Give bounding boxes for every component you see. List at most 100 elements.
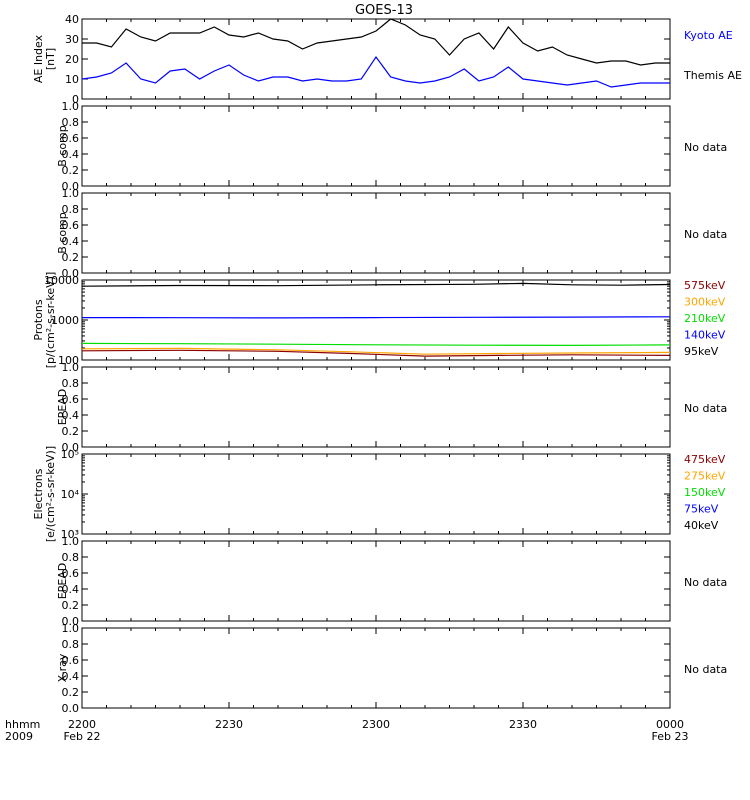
panel-frame bbox=[81, 540, 671, 622]
y-tick-label: 100 bbox=[58, 354, 79, 367]
panels: 0 10 20 30 40 AE Index [nT] Kyoto AE Themis AE 0.… bbox=[32, 13, 742, 715]
time-axis-row1-label: hhmm bbox=[5, 718, 40, 731]
y-axis-label: Electrons bbox=[32, 468, 45, 519]
y-tick-label: 0.6 bbox=[62, 219, 80, 232]
y-tick-label: 1000 bbox=[51, 314, 79, 327]
y-tick-label: 0.4 bbox=[62, 148, 80, 161]
y-axis-label: X-ray bbox=[56, 653, 69, 682]
legend-entry: 300keV bbox=[684, 296, 726, 309]
no-data-label: No data bbox=[684, 402, 727, 415]
no-data-label: No data bbox=[684, 663, 727, 676]
y-tick-label: 0.0 bbox=[62, 702, 80, 715]
y-tick-label: 0.8 bbox=[62, 377, 80, 390]
panel-ae: 0 10 20 30 40 AE Index [nT] Kyoto AE Themis AE bbox=[32, 13, 742, 106]
legend-entry: 40keV bbox=[684, 519, 719, 532]
panel-epead1: 0.0 0.2 0.4 0.6 0.8 1.0 EPEAD No data bbox=[56, 361, 727, 454]
panel-frame bbox=[81, 192, 671, 274]
time-tick-label: 0000 bbox=[656, 718, 684, 731]
time-tick-label: 2330 bbox=[509, 718, 537, 731]
y-tick-label: 0.6 bbox=[62, 132, 80, 145]
series-line bbox=[81, 347, 671, 355]
y-tick-label: 40 bbox=[65, 13, 79, 26]
y-tick-label: 0.2 bbox=[62, 425, 80, 438]
time-tick-label: 2230 bbox=[215, 718, 243, 731]
y-tick-label: 1.0 bbox=[62, 361, 80, 374]
panel-epead2: 0.0 0.2 0.4 0.6 0.8 1.0 EPEAD No data bbox=[56, 535, 727, 628]
time-tick-label: 2300 bbox=[362, 718, 390, 731]
legend-entry: 275keV bbox=[684, 470, 726, 483]
y-tick-label: 0.6 bbox=[62, 393, 80, 406]
panel-frame bbox=[81, 453, 671, 535]
y-tick-label: 0.8 bbox=[62, 638, 80, 651]
y-tick-label: 0.2 bbox=[62, 599, 80, 612]
date-tick-label: Feb 23 bbox=[652, 730, 689, 743]
y-axis-label: [p/(cm²-s-sr-keV)] bbox=[44, 272, 57, 369]
panel-frame bbox=[81, 627, 671, 709]
y-tick-label: 10000 bbox=[44, 274, 79, 287]
y-tick-label: 0.0 bbox=[62, 180, 80, 193]
panel-protons: 100 1000 10000 Protons [p/(cm²-s-sr-keV)] 575… bbox=[32, 272, 726, 369]
panel-frame bbox=[81, 366, 671, 448]
legend-entry: 150keV bbox=[684, 486, 726, 499]
legend-entry: 210keV bbox=[684, 312, 726, 325]
y-tick-label: 0.8 bbox=[62, 551, 80, 564]
y-tick-label: 0 bbox=[72, 93, 79, 106]
y-tick-label: 1.0 bbox=[62, 622, 80, 635]
y-axis-label: EPEAD bbox=[56, 389, 69, 426]
y-tick-label: 0.0 bbox=[62, 267, 80, 280]
panel-b2: 0.0 0.2 0.4 0.6 0.8 1.0 B comp No data bbox=[56, 187, 727, 280]
legend-entry: Kyoto AE bbox=[684, 29, 733, 42]
y-tick-label: 0.4 bbox=[62, 409, 80, 422]
y-tick-label: 0.2 bbox=[62, 164, 80, 177]
y-tick-label: 0.4 bbox=[62, 670, 80, 683]
series-line bbox=[81, 316, 671, 319]
y-axis-label: B comp bbox=[56, 212, 69, 254]
series-line bbox=[81, 342, 671, 346]
no-data-label: No data bbox=[684, 228, 727, 241]
legend-entry: 475keV bbox=[684, 453, 726, 466]
y-tick-label: 0.8 bbox=[62, 203, 80, 216]
y-tick-label: 0.8 bbox=[62, 116, 80, 129]
series-line bbox=[82, 18, 670, 66]
series-line bbox=[81, 55, 670, 88]
y-axis-label: [e/(cm²-s-sr-keV)] bbox=[44, 446, 57, 542]
y-tick-label: 0.4 bbox=[62, 235, 80, 248]
y-tick-label: 10 bbox=[65, 73, 79, 86]
plot-title: GOES-13 bbox=[355, 3, 413, 18]
y-tick-label: 30 bbox=[65, 33, 79, 46]
y-tick-label: 10⁵ bbox=[61, 448, 79, 461]
panel-xray: 0.0 0.2 0.4 0.6 0.8 1.0 X-ray No data bbox=[56, 622, 727, 715]
time-axis-row2-label: 2009 bbox=[5, 730, 33, 743]
y-axis-label: EPEAD bbox=[56, 563, 69, 600]
y-tick-label: 10³ bbox=[61, 528, 79, 541]
legend-entry: 95keV bbox=[684, 345, 719, 358]
y-tick-label: 0.2 bbox=[62, 686, 80, 699]
y-tick-label: 0.6 bbox=[62, 567, 80, 580]
legend-entry: 140keV bbox=[684, 329, 726, 342]
series-line bbox=[81, 282, 671, 287]
y-tick-label: 0.2 bbox=[62, 251, 80, 264]
y-tick-label: 20 bbox=[65, 53, 79, 66]
y-tick-label: 0.0 bbox=[62, 441, 80, 454]
y-tick-label: 0.4 bbox=[62, 583, 80, 596]
no-data-label: No data bbox=[684, 576, 727, 589]
panel-frame bbox=[81, 105, 671, 187]
y-axis-label: Protons bbox=[32, 299, 45, 340]
y-axis-label: AE Index bbox=[32, 34, 45, 83]
date-tick-label: Feb 22 bbox=[64, 730, 101, 743]
y-tick-label: 1.0 bbox=[62, 535, 80, 548]
legend-entry: 75keV bbox=[684, 503, 719, 516]
y-tick-label: 1.0 bbox=[62, 100, 80, 113]
y-tick-label: 10⁴ bbox=[61, 488, 80, 501]
y-axis-label: B comp bbox=[56, 125, 69, 167]
y-tick-label: 0.6 bbox=[62, 654, 80, 667]
no-data-label: No data bbox=[684, 141, 727, 154]
y-tick-label: 1.0 bbox=[62, 187, 80, 200]
panel-b1: 0.0 0.2 0.4 0.6 0.8 1.0 B comp No data bbox=[56, 100, 727, 193]
legend-entry: 575keV bbox=[684, 279, 726, 292]
y-axis-label: [nT] bbox=[44, 48, 57, 70]
y-tick-label: 0.0 bbox=[62, 615, 80, 628]
time-tick-label: 2200 bbox=[68, 718, 96, 731]
